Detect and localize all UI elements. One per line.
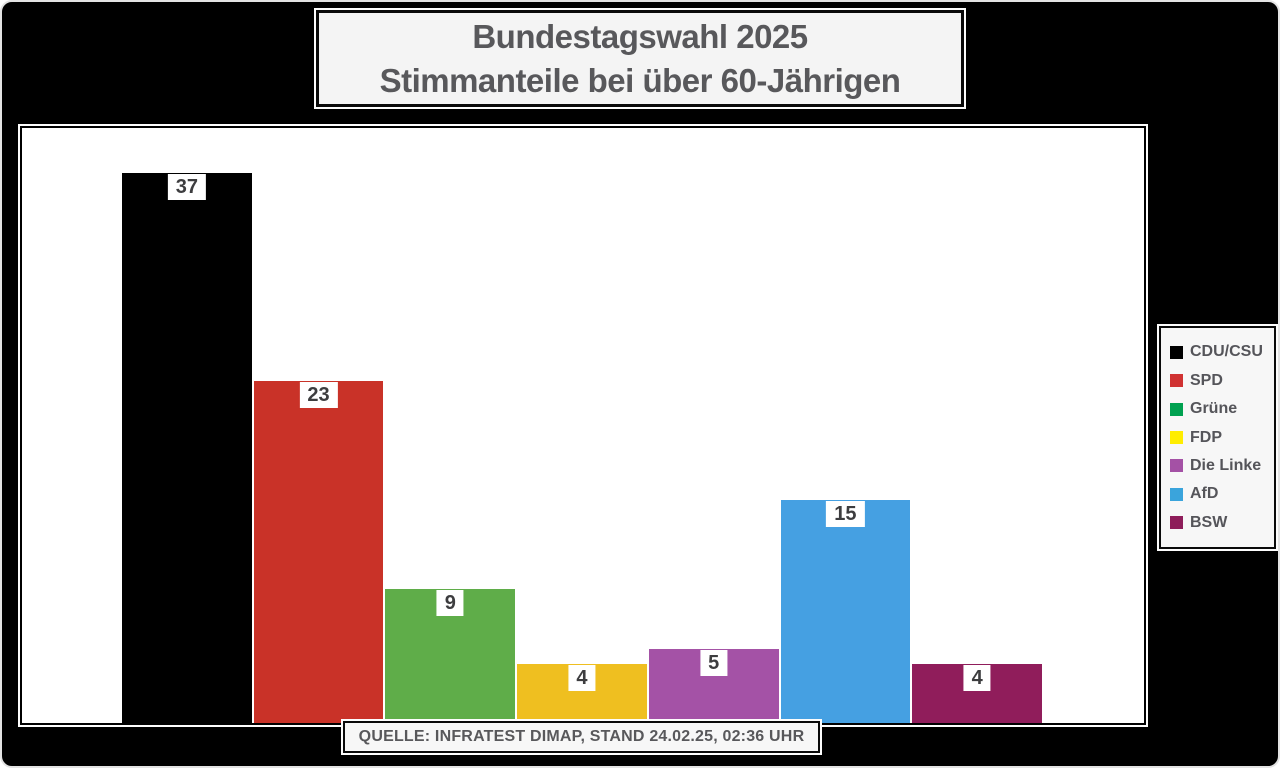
value-badge-grüne: 9 xyxy=(436,590,464,617)
value-badge-afd: 15 xyxy=(826,500,865,527)
value-badge-bsw: 4 xyxy=(963,664,991,691)
legend-item-bsw: BSW xyxy=(1170,514,1272,532)
legend-swatch-icon xyxy=(1170,374,1183,388)
legend-label: FDP xyxy=(1190,428,1222,446)
value-badge-fdp: 4 xyxy=(568,664,596,691)
legend-item-spd: SPD xyxy=(1170,372,1272,390)
legend-swatch-icon xyxy=(1170,402,1183,416)
plot-area: 37 23 9 4 5 15 4 xyxy=(18,124,1148,727)
chart-title-box: Bundestagswahl 2025 Stimmanteile bei übe… xyxy=(314,8,966,109)
bars-container: 37 23 9 4 5 15 4 xyxy=(22,128,1144,723)
chart-title-line2: Stimmanteile bei über 60-Jährigen xyxy=(379,61,901,99)
bar-fdp: 4 xyxy=(517,663,647,723)
bar-die-linke: 5 xyxy=(648,648,779,723)
value-badge-cdu-csu: 37 xyxy=(167,173,206,200)
bar-cdu-csu: 37 xyxy=(122,172,252,723)
legend: CDU/CSU SPD Grüne FDP Die Linke AfD BSW xyxy=(1157,324,1278,551)
legend-swatch-icon xyxy=(1170,516,1183,530)
legend-label: Grüne xyxy=(1190,400,1238,418)
legend-swatch-icon xyxy=(1170,345,1183,359)
legend-swatch-icon xyxy=(1170,431,1183,444)
legend-swatch-icon xyxy=(1170,487,1183,501)
legend-label: AfD xyxy=(1190,485,1219,503)
legend-label: BSW xyxy=(1190,513,1228,531)
legend-swatch-icon xyxy=(1170,459,1183,473)
legend-item-afd: AfD xyxy=(1170,485,1272,503)
legend-item-cdu-csu: CDU/CSU xyxy=(1170,343,1272,361)
value-badge-spd: 23 xyxy=(299,381,338,408)
source-text: QUELLE: INFRATEST DIMAP, STAND 24.02.25,… xyxy=(358,728,805,745)
legend-label: SPD xyxy=(1190,371,1223,389)
chart-title-line1: Bundestagswahl 2025 xyxy=(472,17,808,55)
bar-afd: 15 xyxy=(780,499,911,723)
source-box: QUELLE: INFRATEST DIMAP, STAND 24.02.25,… xyxy=(341,719,822,755)
legend-item-die-linke: Die Linke xyxy=(1170,457,1272,475)
bar-grüne: 9 xyxy=(385,589,516,723)
bar-bsw: 4 xyxy=(912,663,1042,723)
legend-label: CDU/CSU xyxy=(1190,343,1263,361)
bar-spd: 23 xyxy=(253,380,384,723)
legend-item-fdp: FDP xyxy=(1170,429,1272,447)
legend-item-grüne: Grüne xyxy=(1170,400,1272,418)
legend-label: Die Linke xyxy=(1190,456,1262,474)
value-badge-die-linke: 5 xyxy=(700,649,728,676)
